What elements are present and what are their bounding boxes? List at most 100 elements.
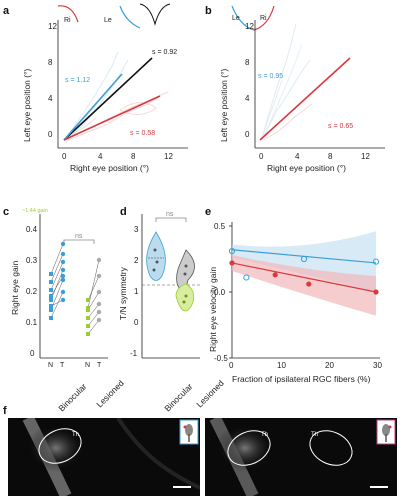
- svg-text:2: 2: [134, 256, 139, 265]
- svg-text:8: 8: [328, 152, 333, 161]
- panel-e-point-red: [306, 281, 312, 287]
- panel-e-point-red: [373, 289, 379, 295]
- panel-c-ylabel: Right eye gain: [10, 260, 20, 315]
- panel-d-violin-lesioned-lower: [175, 283, 195, 312]
- fish-icon-right: [376, 419, 396, 445]
- panel-d-ylabel: T/N symmetry: [118, 266, 128, 320]
- panel-f-roi-left: [38, 428, 82, 464]
- panel-b-xlabel: Right eye position (°): [267, 163, 346, 173]
- panel-f-roi-right-1: [227, 430, 271, 466]
- panel-a-ylabel: Left eye position (°): [22, 69, 32, 142]
- svg-text:12: 12: [245, 22, 254, 31]
- panel-b-slope-red: s = 0.65: [328, 123, 353, 130]
- panel-d-violin-lesioned-upper: [176, 249, 195, 290]
- panel-a-slope-black: s = 0.92: [152, 49, 177, 56]
- panel-d-yticks: 3 2 1 0 -1: [130, 225, 139, 358]
- panel-c-group-binocular: Binocular: [56, 381, 88, 413]
- panel-d-group-lesioned: Lesioned: [194, 378, 226, 410]
- svg-text:8: 8: [48, 58, 53, 67]
- panel-e-xtick-label: 0: [229, 361, 234, 370]
- panel-b-inset: Le Ri: [231, 5, 275, 31]
- svg-text:0: 0: [30, 349, 35, 358]
- panel-a-fit-blue: [63, 73, 123, 141]
- panel-e-ytick-label: 0.5: [214, 222, 226, 231]
- panel-a-xlabel: Right eye position (°): [70, 163, 149, 173]
- panel-label-d: d: [120, 206, 127, 218]
- panel-e-yticks: 0.5 0.0 -0.5: [214, 222, 232, 363]
- panel-c-yticks: 0.4 0.3 0.2 0.1 0: [26, 225, 38, 358]
- panel-f-image-right: Th Th: [205, 418, 397, 496]
- svg-text:8: 8: [245, 58, 250, 67]
- svg-text:0: 0: [245, 130, 250, 139]
- panel-a-inset: Ri Le: [57, 3, 171, 29]
- svg-text:0.3: 0.3: [26, 256, 38, 265]
- panel-d-ns: ns: [166, 211, 174, 218]
- panel-d-ns-bracket: [155, 217, 187, 222]
- panel-e-point-red: [229, 260, 235, 266]
- panel-e-point-blue: [243, 274, 250, 281]
- panel-b-ylabel: Left eye position (°): [219, 69, 229, 142]
- panel-e-ytick-label: -0.5: [214, 354, 228, 363]
- panel-a-slope-red: s = 0.58: [130, 130, 155, 137]
- panel-d-points: [152, 248, 188, 304]
- panel-a-slope-blue: s = 1.12: [65, 77, 90, 84]
- inset-le-label: Le: [104, 17, 112, 24]
- panel-a-fit-red: [63, 95, 161, 141]
- panel-label-a: a: [3, 5, 10, 17]
- svg-text:12: 12: [361, 152, 370, 161]
- panel-d-violin-binocular: [146, 231, 166, 281]
- inset-ri-label-b: Ri: [260, 15, 267, 22]
- panel-f-scalebar-left: [173, 486, 191, 488]
- panel-c-lesioned-pairs: [87, 259, 100, 335]
- panel-c-ns-bracket: [63, 239, 95, 244]
- panel-e-point-blue: [372, 258, 380, 265]
- panel-c-legend: ~1.44 gain: [22, 208, 48, 214]
- panel-label-f: f: [3, 405, 7, 417]
- svg-text:4: 4: [48, 94, 53, 103]
- panel-e-ytick-label: 0.0: [214, 288, 226, 297]
- svg-text:4: 4: [295, 152, 300, 161]
- panel-label-e: e: [205, 206, 211, 218]
- panel-f-th-label-right-2: Th: [311, 432, 318, 438]
- panel-f-scalebar-right: [370, 486, 388, 488]
- svg-text:0.1: 0.1: [26, 318, 38, 327]
- svg-text:4: 4: [245, 94, 250, 103]
- svg-text:N: N: [85, 362, 90, 369]
- panel-a-fit-black: [63, 57, 153, 141]
- panel-e-fit-red: [231, 262, 377, 293]
- panel-e-point-red: [272, 272, 278, 278]
- svg-text:8: 8: [131, 152, 136, 161]
- panel-label-b: b: [205, 5, 212, 17]
- svg-text:0: 0: [134, 318, 139, 327]
- svg-text:T: T: [97, 362, 102, 369]
- svg-text:12: 12: [48, 22, 57, 31]
- svg-text:1: 1: [134, 287, 139, 296]
- inset-le-label-b: Le: [232, 15, 240, 22]
- panel-b-traces: [261, 23, 313, 141]
- panel-f-th-label-left: Th: [72, 432, 79, 438]
- panel-b-slope-blue: s = 0.95: [258, 73, 283, 80]
- panel-b-fit-red: [259, 57, 351, 141]
- svg-text:T: T: [60, 362, 65, 369]
- panel-a-traces: [65, 51, 169, 143]
- panel-e-xtick-label: 10: [277, 361, 286, 370]
- svg-text:0: 0: [259, 152, 264, 161]
- panel-b-yticks: 12 8 4 0: [245, 22, 254, 139]
- svg-text:0: 0: [62, 152, 67, 161]
- panel-c-group-lesioned: Lesioned: [94, 378, 126, 410]
- panel-a-yticks: 12 8 4 0: [48, 22, 57, 139]
- panel-e-xticks: 0 10 20 30: [229, 361, 382, 370]
- panel-c-nt-labels: N T N T: [48, 362, 102, 369]
- panel-e-point-blue: [228, 247, 236, 255]
- svg-text:0.2: 0.2: [26, 287, 38, 296]
- panel-d-group-binocular: Binocular: [162, 381, 194, 413]
- panel-c-ns: ns: [75, 233, 83, 240]
- panel-e-xtick-label: 20: [325, 361, 334, 370]
- svg-text:N: N: [48, 362, 53, 369]
- svg-text:3: 3: [134, 225, 139, 234]
- svg-text:0.4: 0.4: [26, 225, 38, 234]
- panel-f-th-label-right-1: Th: [261, 432, 268, 438]
- svg-text:0: 0: [48, 130, 53, 139]
- panel-f-image-left: Th: [8, 418, 200, 496]
